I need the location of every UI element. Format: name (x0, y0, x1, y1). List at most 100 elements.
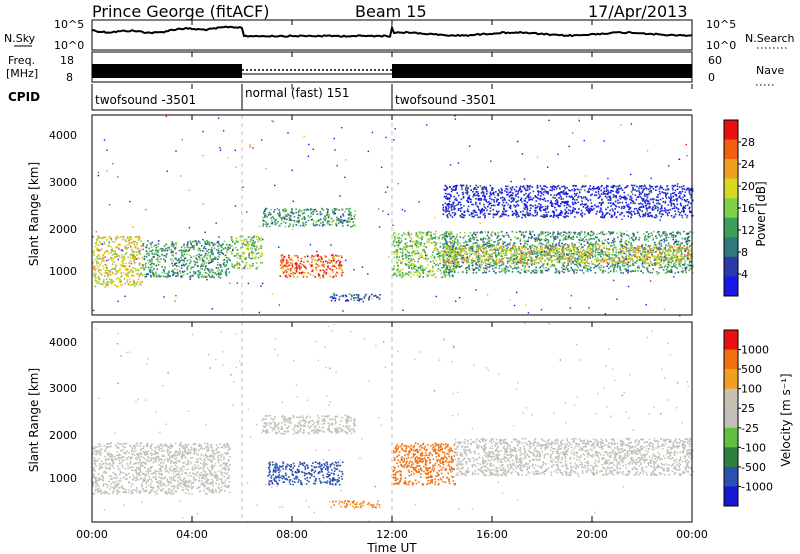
x-tick-5: 20:00 (576, 528, 608, 541)
freq-tick-top: 18 (60, 54, 74, 67)
power-ytick-2000: 2000 (49, 223, 77, 236)
freq-label-line2: [MHz] (6, 67, 38, 80)
power-panel: 4000 3000 2000 1000 Slant Range [km] 282… (27, 114, 768, 317)
power-colorbar-tick-2: 20 (741, 180, 755, 193)
freq-label-line1: Freq. (8, 54, 35, 67)
power-data-band-4 (279, 254, 344, 279)
beam-title: Beam 15 (355, 2, 427, 21)
velocity-ytick-3000: 3000 (49, 382, 77, 395)
power-ylabel: Slant Range [km] (27, 162, 41, 266)
velocity-data-band-1 (262, 414, 356, 435)
x-tick-0: 00:00 (76, 528, 108, 541)
station-title: Prince George (fitACF) (92, 2, 270, 21)
x-tick-2: 08:00 (276, 528, 308, 541)
velocity-panel: 4000 3000 2000 1000 Slant Range [km] 100… (27, 321, 793, 524)
power-data-band-5 (329, 293, 381, 302)
velocity-data-band-3 (392, 442, 456, 486)
velocity-colorbar-swatch-8 (724, 486, 738, 507)
power-colorbar-label: Power [dB] (754, 181, 768, 246)
power-colorbar-swatch-3 (724, 178, 738, 199)
power-colorbar-swatch-7 (724, 256, 738, 277)
power-colorbar-tick-3: 16 (741, 202, 755, 215)
velocity-colorbar-tick-3: 25 (741, 402, 755, 415)
noise-right-label: N.Search (745, 32, 795, 45)
velocity-colorbar-tick-5: -100 (741, 441, 766, 454)
velocity-ylabel: Slant Range [km] (27, 368, 41, 472)
power-y-axis: 4000 3000 2000 1000 (49, 129, 77, 278)
velocity-colorbar-swatch-0 (724, 330, 738, 351)
power-colorbar: 28 24 20 16 12 8 4 (723, 119, 755, 297)
power-colorbar-swatch-4 (724, 198, 738, 219)
power-colorbar-swatch-1 (724, 139, 738, 160)
cpid-segment-2: normal (fast) 151 (245, 86, 349, 100)
x-axis: 00:00 04:00 08:00 12:00 16:00 20:00 00:00 (76, 20, 708, 541)
power-colorbar-tick-1: 24 (741, 158, 755, 171)
power-data-band-1 (142, 240, 231, 279)
velocity-colorbar-swatch-7 (724, 466, 738, 487)
velocity-data-band-5 (330, 500, 381, 509)
x-tick-1: 04:00 (176, 528, 208, 541)
noise-left-tick-top: 10^5 (54, 18, 84, 31)
velocity-colorbar-frame (723, 329, 739, 507)
velocity-data-band-4 (454, 437, 694, 477)
velocity-data-band-0 (92, 442, 231, 495)
power-data-layer (92, 115, 694, 317)
power-colorbar-swatch-2 (724, 159, 738, 180)
velocity-colorbar-tick-2: 100 (741, 383, 762, 396)
noise-trace (91, 24, 693, 38)
velocity-data-band-2 (267, 461, 344, 486)
velocity-y-axis: 4000 3000 2000 1000 (49, 336, 77, 485)
velocity-colorbar-swatch-6 (724, 447, 738, 468)
velocity-colorbar-tick-0: 1000 (741, 344, 769, 357)
cpid-segment-3: twofsound -3501 (395, 93, 496, 107)
x-tick-6: 00:00 (676, 528, 708, 541)
frequency-panel: Freq. [MHz] 18 8 60 0 Nave (6, 51, 784, 86)
noise-left-tick-bottom: 10^0 (54, 39, 84, 52)
cpid-label: CPID (8, 90, 40, 104)
nave-tick-bottom: 0 (708, 71, 715, 84)
power-colorbar-swatch-6 (724, 237, 738, 258)
velocity-colorbar-swatch-1 (724, 349, 738, 370)
power-ytick-4000: 4000 (49, 129, 77, 142)
power-data-band-8 (442, 184, 694, 219)
nave-tick-top: 60 (708, 54, 722, 67)
velocity-colorbar-tick-7: -1000 (741, 480, 773, 493)
velocity-colorbar-tick-1: 500 (741, 363, 762, 376)
power-colorbar-swatch-8 (724, 276, 738, 297)
x-axis-label: Time UT (366, 541, 417, 554)
power-data-band-0 (92, 235, 144, 288)
velocity-colorbar: 1000 500 100 25 -25 -100 -500 -1000 (723, 329, 773, 507)
velocity-colorbar-swatch-5 (724, 427, 738, 448)
freq-band-1 (92, 64, 242, 78)
power-colorbar-tick-6: 4 (741, 268, 748, 281)
noise-right-tick-bottom: 10^0 (706, 39, 736, 52)
x-tick-4: 16:00 (476, 528, 508, 541)
power-data-band-9 (442, 244, 693, 265)
power-data-band-3 (262, 207, 356, 228)
power-colorbar-tick-5: 8 (741, 246, 748, 259)
velocity-colorbar-tick-6: -500 (741, 461, 766, 474)
x-tick-3: 12:00 (376, 528, 408, 541)
velocity-colorbar-swatch-4 (724, 408, 738, 429)
freq-tick-bottom: 8 (66, 71, 73, 84)
date-title: 17/Apr/2013 (588, 2, 688, 21)
power-ytick-1000: 1000 (49, 265, 77, 278)
velocity-data-layer (92, 322, 694, 524)
noise-left-label: N.Sky (4, 32, 36, 45)
power-colorbar-swatch-0 (724, 120, 738, 141)
velocity-colorbar-swatch-3 (724, 388, 738, 409)
cpid-segment-1: twofsound -3501 (95, 93, 196, 107)
velocity-colorbar-tick-4: -25 (741, 422, 759, 435)
power-colorbar-swatch-5 (724, 217, 738, 238)
power-colorbar-tick-4: 12 (741, 224, 755, 237)
velocity-colorbar-label: Velocity [m s⁻¹] (779, 373, 793, 466)
power-colorbar-tick-0: 28 (741, 136, 755, 149)
noise-panel: N.Sky 10^5 10^0 10^5 10^0 N.Search (4, 18, 795, 52)
velocity-colorbar-swatch-2 (724, 369, 738, 390)
nave-label: Nave (756, 64, 784, 77)
noise-right-tick-top: 10^5 (706, 18, 736, 31)
power-ytick-3000: 3000 (49, 176, 77, 189)
velocity-ytick-4000: 4000 (49, 336, 77, 349)
velocity-ytick-1000: 1000 (49, 472, 77, 485)
